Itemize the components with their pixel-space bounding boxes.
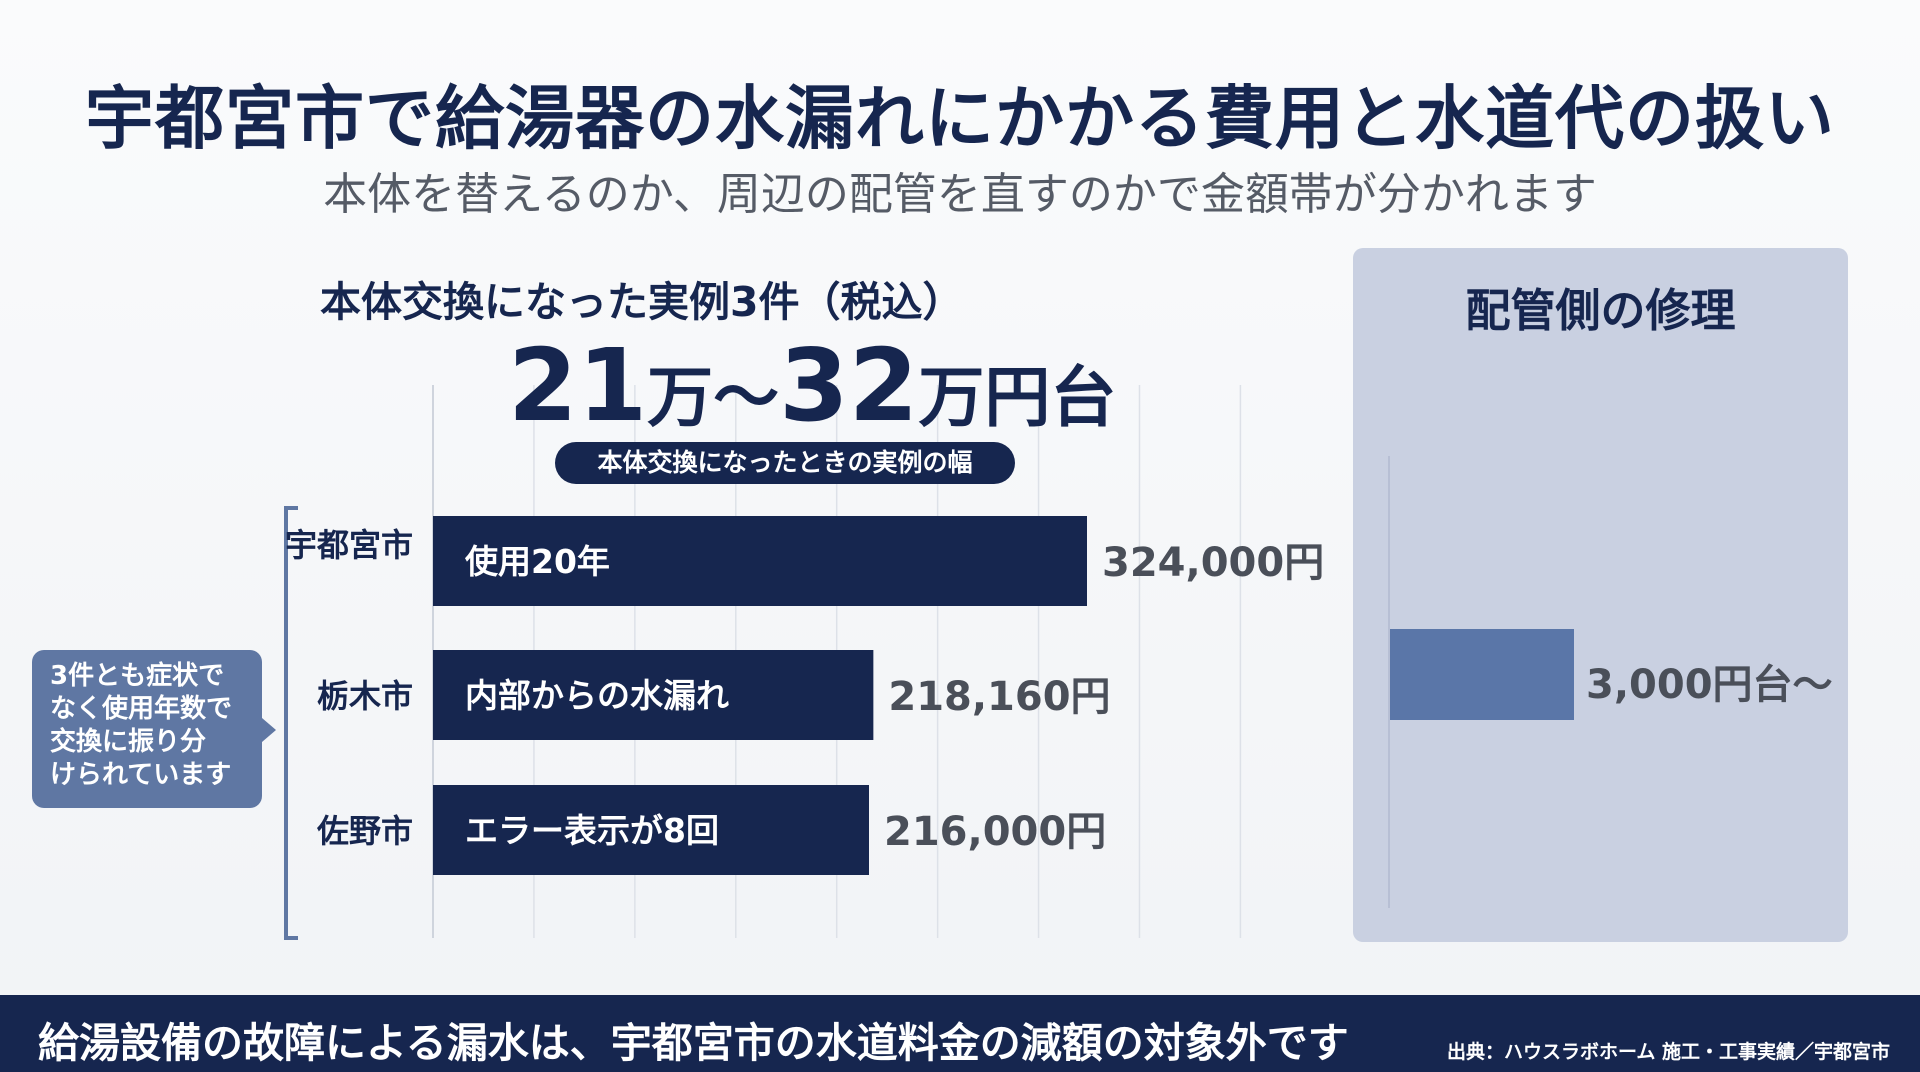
range-caption-pill: 本体交換になったときの実例の幅 bbox=[555, 442, 1015, 484]
price-range: 21万〜32万円台 bbox=[508, 336, 1116, 436]
range-high-unit: 万円台 bbox=[918, 359, 1117, 436]
category-label: 佐野市 bbox=[316, 812, 413, 850]
value-label: 218,160円 bbox=[888, 674, 1110, 720]
footer-banner: 給湯設備の故障による漏水は、宇都宮市の水道料金の減額の対象外です 出典：ハウスラ… bbox=[0, 995, 1920, 1072]
page-title: 宇都宮市で給湯器の水漏れにかかる費用と水道代の扱い bbox=[85, 79, 1835, 159]
piping-axis-line bbox=[1388, 456, 1390, 908]
callout-line: 交換に振り分 bbox=[50, 727, 207, 757]
piping-repair-title: 配管側の修理 bbox=[1465, 284, 1736, 337]
source-credit: 出典：ハウスラボホーム 施工・工事実績／宇都宮市 bbox=[1446, 1041, 1890, 1063]
range-high-number: 32 bbox=[779, 327, 919, 444]
symptom-callout: 3件とも症状で なく使用年数で 交換に振り分 けられています bbox=[32, 650, 276, 808]
bar-2 bbox=[433, 785, 869, 875]
range-low-unit: 万〜 bbox=[647, 359, 780, 436]
piping-cost-value: 3,000円台〜 bbox=[1586, 662, 1833, 708]
value-label: 216,000円 bbox=[884, 809, 1106, 855]
callout-line: 3件とも症状で bbox=[50, 661, 225, 691]
range-low-number: 21 bbox=[508, 327, 648, 444]
category-label: 栃木市 bbox=[317, 677, 413, 715]
bar-label: 使用20年 bbox=[465, 542, 610, 581]
callout-line: なく使用年数で bbox=[50, 694, 233, 724]
footer-note: 給湯設備の故障による漏水は、宇都宮市の水道料金の減額の対象外です bbox=[38, 1019, 1349, 1067]
grouping-bracket bbox=[284, 506, 298, 940]
bar-1 bbox=[433, 650, 874, 740]
value-label: 324,000円 bbox=[1102, 540, 1324, 586]
cases-heading: 本体交換になった実例3件（税込） bbox=[320, 278, 964, 326]
page-subtitle: 本体を替えるのか、周辺の配管を直すのかで金額帯が分かれます bbox=[323, 169, 1597, 220]
category-label: 宇都宮市 bbox=[285, 526, 413, 564]
bar-label: 内部からの水漏れ bbox=[465, 676, 729, 715]
piping-repair-panel: 配管側の修理 3,000円台〜 bbox=[1353, 248, 1848, 942]
bar-label: エラー表示が8回 bbox=[465, 811, 719, 850]
callout-line: けられています bbox=[50, 760, 232, 790]
piping-cost-bar bbox=[1390, 629, 1574, 720]
bar-0 bbox=[433, 516, 1087, 606]
